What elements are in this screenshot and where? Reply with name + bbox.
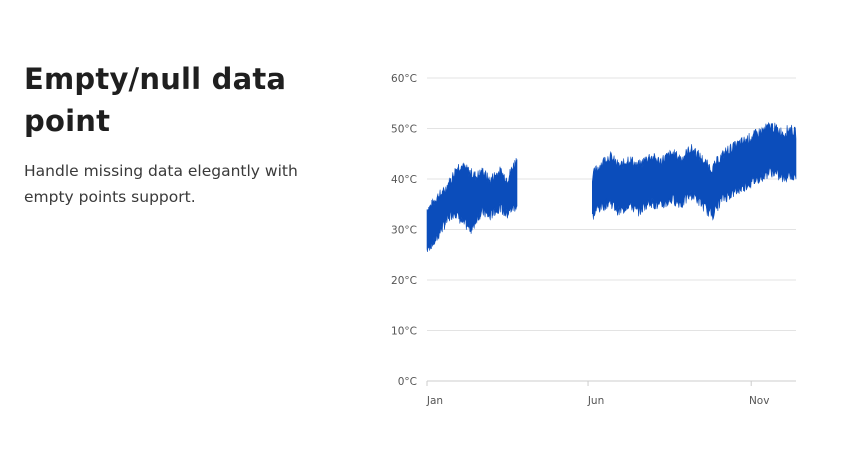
y-tick-label: 60°C <box>391 73 417 85</box>
y-tick-label: 40°C <box>391 174 417 186</box>
y-tick-label: 50°C <box>391 124 417 136</box>
intro-panel: Empty/null data point Handle missing dat… <box>24 58 324 210</box>
y-tick-label: 20°C <box>391 275 417 287</box>
x-tick-label: Jan <box>426 395 443 407</box>
y-tick-label: 10°C <box>391 326 417 338</box>
page-description: Handle missing data elegantly with empty… <box>24 162 298 206</box>
temperature-range-band <box>426 121 797 252</box>
grid-lines <box>427 77 796 331</box>
y-tick-label: 0°C <box>398 376 417 388</box>
range-band-segment <box>426 157 518 252</box>
page-title: Empty/null data point <box>24 62 287 138</box>
x-tick-label: Jun <box>587 395 604 407</box>
x-axis <box>426 380 796 386</box>
y-tick-label: 30°C <box>391 225 417 237</box>
x-tick-label: Nov <box>749 395 770 407</box>
range-band-segment <box>592 121 797 221</box>
x-axis-labels: Jan Jun Nov <box>426 395 770 407</box>
y-axis-labels: 0°C 10°C 20°C 30°C 40°C 50°C 60°C <box>391 73 417 388</box>
